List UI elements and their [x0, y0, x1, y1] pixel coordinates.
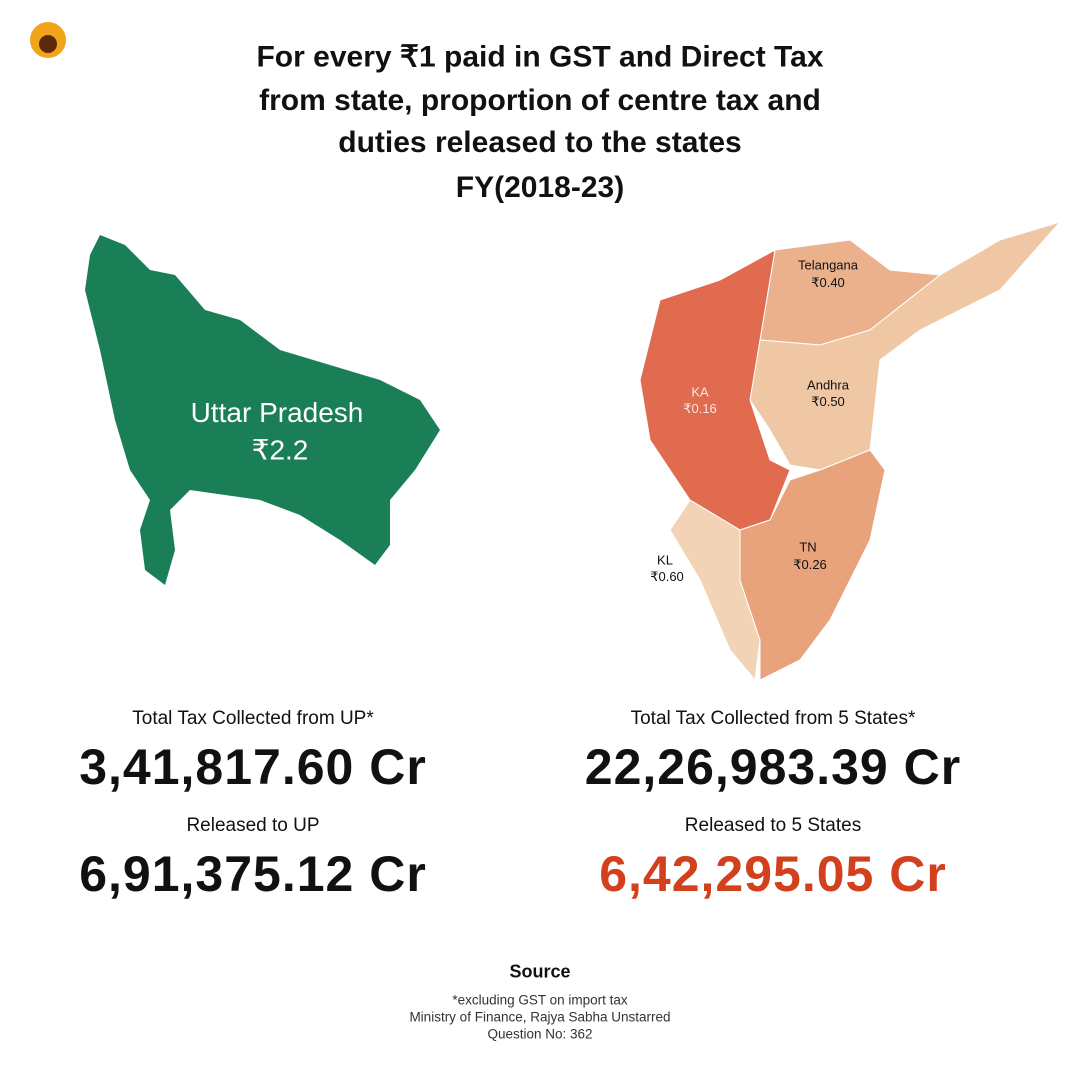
title-line: duties released to the states [338, 126, 742, 159]
stat-label: Total Tax Collected from 5 States* [630, 708, 916, 729]
state-name: KA [691, 384, 709, 400]
tn-map [739, 449, 886, 681]
stat-label: Total Tax Collected from UP* [132, 708, 374, 729]
state-value: ₹0.40 [811, 275, 845, 290]
state-value: ₹0.60 [650, 569, 684, 584]
stat-value: 6,91,375.12 Cr [79, 846, 427, 902]
andhra-map [749, 221, 1062, 471]
up-map [85, 235, 440, 585]
state-name: KL [657, 552, 673, 568]
source-line: Question No: 362 [487, 1026, 593, 1042]
source-line: *excluding GST on import tax [452, 992, 628, 1008]
source-line: Ministry of Finance, Rajya Sabha Unstarr… [409, 1009, 671, 1025]
title-line: FY(2018-23) [455, 171, 625, 204]
stat-value: 6,42,295.05 Cr [599, 846, 947, 902]
state-value: ₹0.50 [811, 394, 845, 409]
stat-label: Released to UP [186, 815, 320, 836]
state-name: Telangana [798, 257, 858, 273]
stat-value: 22,26,983.39 Cr [584, 739, 962, 795]
stat-label: Released to 5 States [684, 815, 862, 836]
state-name: Andhra [807, 377, 849, 393]
source-heading: Source [509, 961, 571, 982]
up-name: Uttar Pradesh [190, 397, 364, 428]
state-value: ₹0.26 [793, 557, 827, 572]
state-name: TN [799, 539, 817, 555]
title-line: from state, proportion of centre tax and [259, 84, 821, 117]
up-value: ₹2.2 [251, 434, 309, 466]
title-line: For every ₹1 paid in GST and Direct Tax [256, 40, 824, 74]
state-value: ₹0.16 [683, 401, 717, 416]
logo [30, 22, 66, 58]
stat-value: 3,41,817.60 Cr [79, 739, 427, 795]
